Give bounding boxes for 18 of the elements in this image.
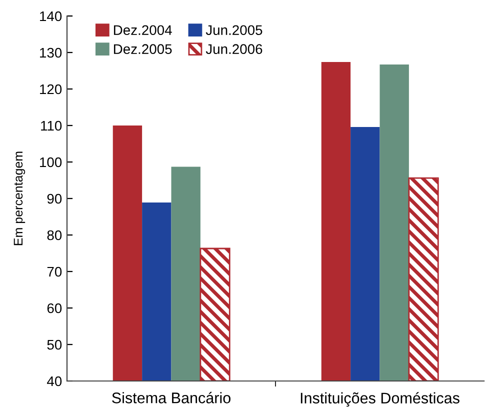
x-tick-label: Sistema Bancário bbox=[112, 392, 230, 404]
legend-label: Jun.2005 bbox=[206, 25, 262, 36]
y-tick-label: 110 bbox=[41, 120, 62, 131]
y-tick-label: 70 bbox=[47, 266, 62, 277]
y-axis-title: Em percentagem bbox=[14, 152, 26, 246]
y-tick-label: 120 bbox=[40, 84, 62, 94]
y-tick-label: 50 bbox=[47, 340, 62, 350]
y-tick-label: 130 bbox=[40, 48, 62, 58]
y-tick-label: 140 bbox=[40, 11, 62, 22]
legend-label: Dez.2005 bbox=[114, 44, 172, 54]
y-tick-label: 40 bbox=[47, 376, 62, 386]
y-tick-label: 90 bbox=[47, 194, 62, 204]
y-tick-label: 80 bbox=[47, 230, 62, 240]
x-tick-label: Instituições Domésticas bbox=[300, 392, 460, 407]
legend-label: Dez.2004 bbox=[114, 25, 172, 36]
y-tick-label: 100 bbox=[40, 157, 62, 168]
y-tick-label: 60 bbox=[47, 303, 62, 314]
legend-label: Jun.2006 bbox=[206, 44, 262, 54]
